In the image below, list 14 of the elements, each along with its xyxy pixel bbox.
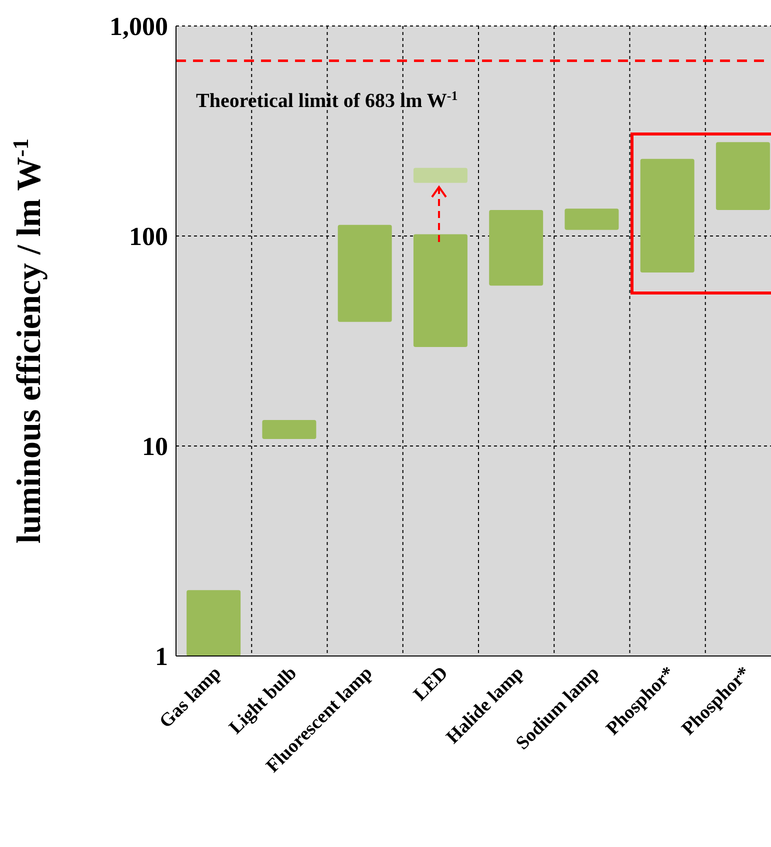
y-tick-label: 10	[142, 432, 168, 462]
y-tick-label: 100	[129, 222, 168, 252]
bar	[489, 210, 544, 286]
bar	[564, 208, 619, 230]
y-tick-label: 1,000	[110, 12, 168, 42]
bar	[640, 158, 694, 273]
ref-line-label: Theoretical limit of 683 lm W$^{-1}$	[196, 87, 458, 112]
y-tick-label: 1	[155, 642, 168, 672]
bar	[338, 224, 392, 322]
bar	[186, 590, 241, 656]
bar	[413, 168, 468, 183]
bar	[716, 142, 770, 210]
bar	[262, 420, 316, 439]
bar	[413, 234, 468, 348]
